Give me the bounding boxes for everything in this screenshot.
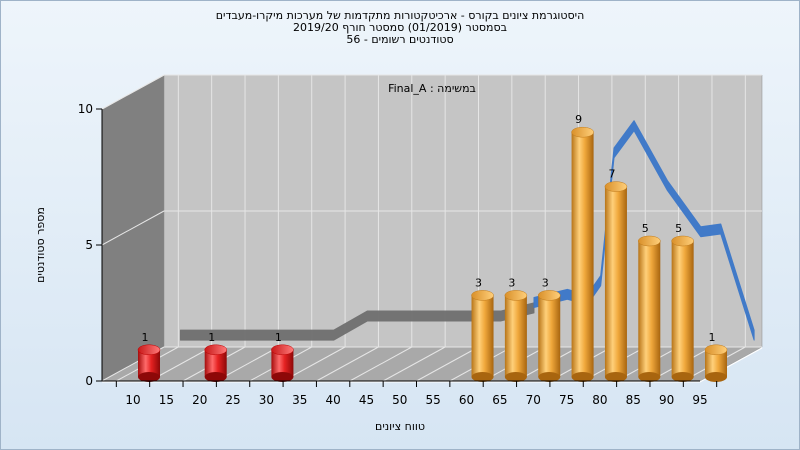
bar-value-label: 1 [142, 331, 149, 344]
bar-body [138, 349, 160, 377]
bar-base [138, 372, 160, 382]
bar-base [471, 372, 494, 382]
x-tick-label: 95 [692, 393, 707, 407]
bar-base [705, 372, 727, 382]
bar-base [571, 372, 594, 382]
x-tick-label: 10 [125, 393, 140, 407]
x-tick-label: 60 [459, 393, 474, 407]
x-gridline-floor [416, 346, 479, 382]
bar-95: 1 [704, 331, 728, 382]
bar-70: 3 [537, 276, 561, 382]
bar-value-label: 3 [475, 276, 482, 289]
bar-top [571, 126, 594, 138]
chart-title: היסטוגרמת ציונים בקורס - ארכיטקטורות מתק… [215, 9, 585, 22]
bar-base [504, 372, 527, 382]
bar-base [271, 372, 294, 382]
chart-subtitle-semester: בסמסטר (01/2019) סמסטר חורף 2019/20 [293, 21, 507, 34]
bar-60: 3 [471, 276, 494, 382]
bar-body [538, 295, 561, 377]
y-axis-title: מספר סטודנטים [34, 207, 47, 283]
x-tick-label: 70 [526, 393, 541, 407]
bar-body [471, 295, 494, 377]
bar-10: 1 [137, 331, 161, 382]
bar-body [204, 349, 227, 377]
x-tick-label: 40 [325, 393, 340, 407]
bar-value-label: 1 [709, 331, 716, 344]
x-tick-label: 80 [592, 393, 607, 407]
bar-value-label: 7 [608, 168, 615, 181]
bar-value-label: 5 [642, 222, 649, 235]
chart-title-block: היסטוגרמת ציונים בקורס - ארכיטקטורות מתק… [0, 10, 800, 46]
x-gridline-floor [349, 346, 413, 382]
floor [101, 346, 763, 382]
bar-body [705, 349, 727, 377]
bar-top [137, 344, 161, 356]
bar-top [204, 344, 227, 356]
chart-subtitle-registered: סטודנטים רשומים - 56 [346, 33, 454, 46]
x-axis-title: טווח ציונים [375, 420, 425, 433]
bar-65: 3 [504, 276, 528, 382]
x-tick-label: 50 [392, 393, 407, 407]
bar-top [671, 235, 694, 247]
bar-base [204, 372, 227, 382]
x-tick-label: 35 [292, 393, 307, 407]
bar-body [604, 186, 627, 377]
bar-value-label: 5 [675, 222, 682, 235]
chart-annotation: במשימה : Final_A [388, 82, 476, 95]
bar-top [704, 344, 728, 356]
bar-20: 1 [204, 331, 227, 382]
bar-base [638, 372, 661, 382]
bar-value-label: 3 [542, 276, 549, 289]
bar-body [638, 241, 661, 377]
x-tick-label: 15 [159, 393, 174, 407]
bar-90: 5 [671, 222, 694, 382]
x-gridline-floor [216, 346, 279, 382]
bar-value-label: 9 [575, 113, 582, 126]
bar-value-label: 3 [508, 276, 515, 289]
x-tick-label: 30 [259, 393, 274, 407]
bar-80: 7 [604, 168, 628, 382]
bar-value-label: 1 [275, 331, 282, 344]
x-gridline-floor [316, 346, 379, 382]
bar-base [538, 372, 561, 382]
bar-body [504, 295, 527, 377]
y-tick-label: 0 [85, 374, 93, 388]
x-tick-label: 85 [626, 393, 641, 407]
x-gridline-floor [149, 346, 212, 382]
bar-85: 5 [638, 222, 661, 382]
bar-top [504, 290, 528, 301]
x-gridline-floor [282, 346, 346, 382]
x-tick-label: 90 [659, 393, 674, 407]
x-tick-label: 55 [426, 393, 441, 407]
x-tick-label: 45 [359, 393, 374, 407]
x-tick-label: 25 [225, 393, 240, 407]
trend-ribbon-gray [179, 302, 535, 341]
x-tick-label: 20 [192, 393, 207, 407]
y-gridline-side [101, 74, 165, 110]
y-tick-label: 5 [85, 238, 93, 252]
bar-base [671, 372, 694, 382]
bar-body [271, 349, 294, 377]
bar-body [571, 132, 594, 377]
bar-75: 9 [571, 113, 594, 382]
bar-value-label: 1 [208, 331, 215, 344]
bar-top [271, 344, 294, 356]
x-tick-label: 75 [559, 393, 574, 407]
bar-base [604, 372, 627, 382]
bar-top [471, 290, 494, 301]
x-tick-label: 65 [492, 393, 507, 407]
bar-top [604, 181, 628, 192]
bar-body [671, 241, 694, 377]
bar-top [638, 235, 661, 247]
y-gridline-side [101, 210, 165, 246]
bar-30: 1 [271, 331, 294, 382]
bar-top [537, 290, 561, 301]
x-gridline-floor [382, 346, 446, 382]
y-tick-label: 10 [78, 102, 93, 116]
floor-rim [102, 347, 763, 383]
